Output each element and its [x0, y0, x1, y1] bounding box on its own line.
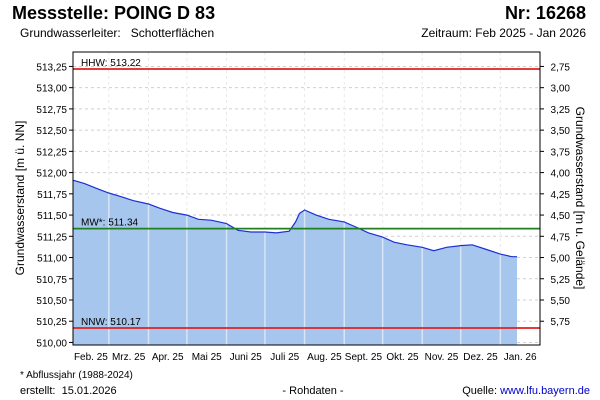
tick-label-left-2: 510,50 [36, 296, 67, 307]
tick-label-x-3: Mai 25 [192, 352, 222, 363]
tick-label-right-3: 3,50 [551, 126, 571, 137]
hhw-label: HHW: 513.22 [81, 58, 141, 69]
reference-lines: HHW: 513.22 MW*: 511.34 NNW: 510.17 [73, 58, 540, 329]
source-info: Quelle: www.lfu.bayern.de [462, 385, 590, 397]
tick-label-left-4: 511,00 [37, 254, 67, 265]
footnote: * Abflussjahr (1988-2024) [20, 370, 133, 381]
left-axis-ticks: 510,00 510,25 510,50 510,75 511,00 511,25 511,… [36, 62, 73, 349]
tick-label-x-11: Jan. 26 [504, 352, 537, 363]
y-axis-label-right: Grundwasserstand [m u. Gelände] [573, 107, 587, 290]
tick-label-left-12: 513,00 [36, 84, 67, 95]
tick-label-right-12: 5,75 [551, 317, 571, 328]
created-label: erstellt: [20, 385, 56, 397]
tick-label-right-4: 3,75 [551, 147, 571, 158]
tick-label-left-11: 512,75 [36, 105, 67, 116]
mw-label: MW*: 511.34 [81, 218, 138, 229]
tick-label-left-13: 513,25 [36, 62, 67, 73]
plot-frame [72, 51, 541, 346]
nnw-label: NNW: 510.17 [81, 317, 141, 328]
tick-label-left-0: 510,00 [36, 338, 67, 349]
tick-label-right-5: 4,00 [551, 169, 571, 180]
tick-label-right-2: 3,25 [551, 105, 571, 116]
tick-label-x-9: Nov. 25 [425, 352, 459, 363]
tick-label-x-1: Mrz. 25 [112, 352, 146, 363]
tick-label-right-6: 4,25 [551, 190, 571, 201]
tick-label-right-7: 4,50 [551, 211, 571, 222]
aquifer-info: Grundwasserleiter: Schotterflächen [20, 26, 214, 40]
tick-label-x-6: Aug. 25 [307, 352, 342, 363]
source-link[interactable]: www.lfu.bayern.de [500, 385, 590, 397]
vertical-gridlines-overlay [108, 52, 502, 345]
aquifer-value: Schotterflächen [130, 26, 215, 40]
tick-label-left-7: 511,75 [37, 190, 67, 201]
tick-label-x-0: Feb. 25 [74, 352, 108, 363]
tick-label-x-2: Apr. 25 [152, 352, 184, 363]
tick-label-right-10: 5,25 [551, 275, 571, 286]
period-label: Zeitraum: Feb 2025 - Jan 2026 [421, 26, 586, 40]
created-info: erstellt: 15.01.2026 [20, 385, 117, 397]
x-axis-ticks: Feb. 25 Mrz. 25 Apr. 25 Mai 25 Juni 25 Juli 2… [74, 352, 537, 363]
tick-label-left-5: 511,25 [37, 232, 67, 243]
aquifer-label: Grundwasserleiter: [20, 26, 121, 40]
tick-label-x-10: Dez. 25 [463, 352, 498, 363]
tick-label-right-0: 2,75 [551, 62, 571, 73]
tick-label-right-11: 5,50 [551, 296, 571, 307]
source-label: Quelle: [462, 385, 498, 397]
water-level-area [73, 180, 517, 345]
y-axis-label-left: Grundwasserstand [m ü. NN] [13, 121, 27, 276]
tick-label-x-8: Okt. 25 [386, 352, 419, 363]
created-date: 15.01.2026 [61, 385, 117, 397]
raw-data-note: - Rohdaten - [282, 385, 344, 397]
right-axis-ticks: 2,75 3,00 3,25 3,50 3,75 4,00 4,25 4,50 4,75 5,00… [540, 62, 570, 328]
tick-label-left-1: 510,25 [36, 317, 67, 328]
tick-label-left-3: 510,75 [36, 275, 67, 286]
water-level-line [72, 179, 517, 258]
page-title: Messstelle: POING D 83 [12, 3, 216, 23]
tick-label-right-1: 3,00 [551, 84, 571, 95]
tick-label-x-5: Juli 25 [270, 352, 299, 363]
tick-label-left-9: 512,25 [36, 147, 67, 158]
tick-label-x-4: Juni 25 [230, 352, 263, 363]
tick-label-left-6: 511,50 [37, 211, 67, 222]
station-number: Nr: 16268 [504, 3, 586, 23]
tick-label-right-8: 4,75 [551, 232, 571, 243]
tick-label-left-8: 512,00 [36, 169, 67, 180]
tick-label-right-9: 5,00 [551, 254, 571, 265]
tick-label-x-7: Sept. 25 [345, 352, 383, 363]
tick-label-left-10: 512,50 [36, 126, 67, 137]
